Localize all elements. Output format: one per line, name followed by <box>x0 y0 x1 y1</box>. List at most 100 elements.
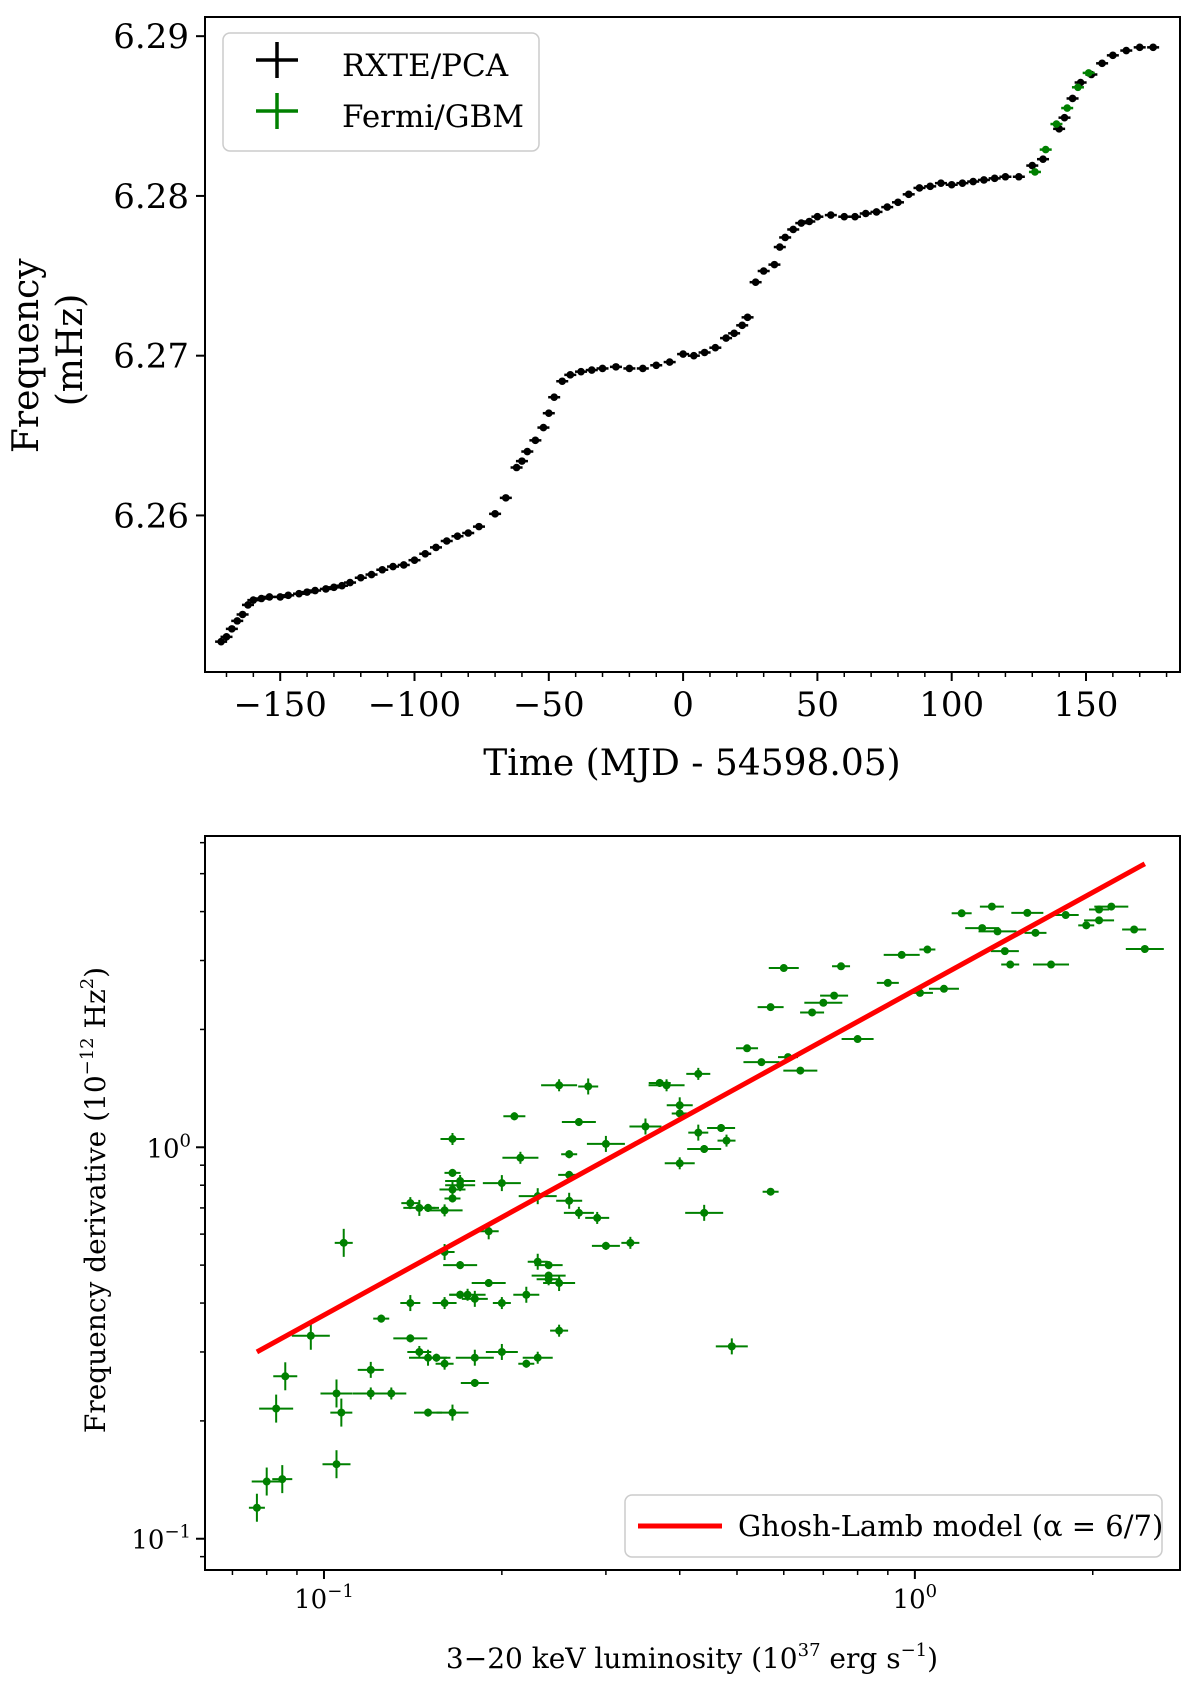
bottom-point <box>1107 902 1116 911</box>
top-point-rxte-pca <box>303 588 311 596</box>
bottom-point <box>440 1206 449 1215</box>
top-point-rxte-pca <box>1122 46 1131 55</box>
bottom-point <box>522 1290 531 1299</box>
bottom-point <box>470 1378 479 1387</box>
top-point-rxte-pca <box>531 436 540 445</box>
bottom-point <box>281 1372 290 1381</box>
bottom-point <box>332 1460 341 1469</box>
bottom-point <box>448 1408 457 1417</box>
bottom-plot-frame <box>204 835 1181 1571</box>
top-point-rxte-pca <box>738 321 746 330</box>
bottom-point <box>584 1082 593 1091</box>
top-point-rxte-pca <box>1109 51 1117 60</box>
bottom-point <box>675 1159 684 1168</box>
bottom-x-label-post: ) <box>927 1642 938 1675</box>
bottom-point <box>1031 928 1040 937</box>
top-panel: −150 −100 −50 0 50 100 150 6.26 6.27 6.28 6.29 Tim… <box>6 16 1181 784</box>
top-point-rxte-pca <box>1149 43 1157 52</box>
top-point-rxte-pca <box>284 591 293 600</box>
bottom-point <box>1130 925 1139 934</box>
top-point-rxte-pca <box>378 565 387 574</box>
bottom-point <box>366 1365 375 1374</box>
top-y-tick-label: 6.28 <box>113 177 189 217</box>
top-point-rxte-pca <box>338 581 346 590</box>
top-point-rxte-pca <box>491 510 499 518</box>
top-point-rxte-pca <box>1068 94 1077 103</box>
top-point-rxte-pca <box>399 561 408 569</box>
bottom-point <box>675 1109 684 1118</box>
bottom-point <box>1047 960 1056 969</box>
top-point-rxte-pca <box>587 366 596 374</box>
bottom-point <box>626 1238 635 1247</box>
top-point-rxte-pca <box>464 529 473 537</box>
bottom-point <box>853 1035 862 1044</box>
bottom-point <box>366 1389 375 1398</box>
top-point-rxte-pca <box>612 363 620 371</box>
bottom-point <box>484 1227 493 1236</box>
top-point-fermi-gbm <box>1041 145 1050 154</box>
top-point-rxte-pca <box>770 260 779 269</box>
bottom-point <box>883 978 892 987</box>
top-point-rxte-pca <box>265 593 274 601</box>
top-point-rxte-pca <box>652 361 661 370</box>
bottom-point <box>565 1196 574 1205</box>
bottom-point <box>700 1144 709 1153</box>
bottom-point <box>766 1187 775 1196</box>
top-point-rxte-pca <box>346 578 354 587</box>
top-point-rxte-pca <box>233 617 242 625</box>
bottom-point <box>337 1408 346 1417</box>
bottom-x-label-mid: erg s <box>821 1642 901 1675</box>
bottom-point <box>574 1118 583 1127</box>
bottom-point <box>440 1299 449 1308</box>
top-point-rxte-pca <box>805 217 814 226</box>
top-point-rxte-pca <box>558 377 567 386</box>
top-point-rxte-pca <box>217 637 225 646</box>
bottom-point <box>796 1066 805 1075</box>
bottom-point <box>555 1279 564 1288</box>
bottom-point <box>424 1408 433 1417</box>
top-point-fermi-gbm <box>1074 83 1082 92</box>
top-point-rxte-pca <box>512 463 521 472</box>
top-point-rxte-pca <box>894 198 902 207</box>
bottom-point <box>533 1257 542 1266</box>
top-legend: RXTE/PCA Fermi/GBM <box>222 32 540 152</box>
top-x-tick-label: 150 <box>1054 685 1119 725</box>
top-point-rxte-pca <box>722 334 730 342</box>
top-point-fermi-gbm <box>1084 69 1093 77</box>
top-x-tick-label: −150 <box>234 685 327 725</box>
bottom-point <box>1082 921 1091 930</box>
bottom-point <box>456 1177 465 1186</box>
bottom-y-tick-label: 100 <box>146 1130 191 1164</box>
bottom-point <box>470 1294 479 1303</box>
bottom-point <box>339 1238 348 1247</box>
bottom-y-label-exp: −12 <box>77 1037 98 1075</box>
top-point-rxte-pca <box>550 393 558 402</box>
top-point-rxte-pca <box>872 208 881 216</box>
bottom-point <box>830 991 839 1000</box>
bottom-panel: 10−1 100 10−1 100 3−20 keV luminosity (1037… <box>77 835 1181 1675</box>
bottom-point <box>897 950 906 959</box>
top-point-rxte-pca <box>700 348 709 357</box>
bottom-point <box>565 1150 574 1159</box>
top-point-fermi-gbm <box>1052 120 1061 128</box>
top-point-rxte-pca <box>475 522 483 531</box>
top-point-rxte-pca <box>295 589 303 598</box>
bottom-point <box>448 1134 457 1143</box>
top-point-rxte-pca <box>1015 172 1023 181</box>
top-point-rxte-pca <box>947 180 956 189</box>
bottom-x-label-pre: 3−20 keV luminosity (10 <box>446 1642 798 1675</box>
bottom-point <box>516 1153 525 1162</box>
top-plot-frame <box>204 16 1181 673</box>
top-point-rxte-pca <box>566 371 575 379</box>
bottom-point <box>497 1299 506 1308</box>
top-point-rxte-pca <box>690 351 698 360</box>
bottom-point <box>448 1185 457 1194</box>
bottom-point <box>1095 916 1104 925</box>
bottom-point <box>510 1112 519 1121</box>
top-point-rxte-pca <box>861 209 870 218</box>
top-point-rxte-pca <box>679 350 687 358</box>
bottom-point <box>470 1353 479 1362</box>
bottom-point <box>743 1044 752 1053</box>
top-point-rxte-pca <box>990 174 999 183</box>
bottom-point <box>939 984 948 993</box>
